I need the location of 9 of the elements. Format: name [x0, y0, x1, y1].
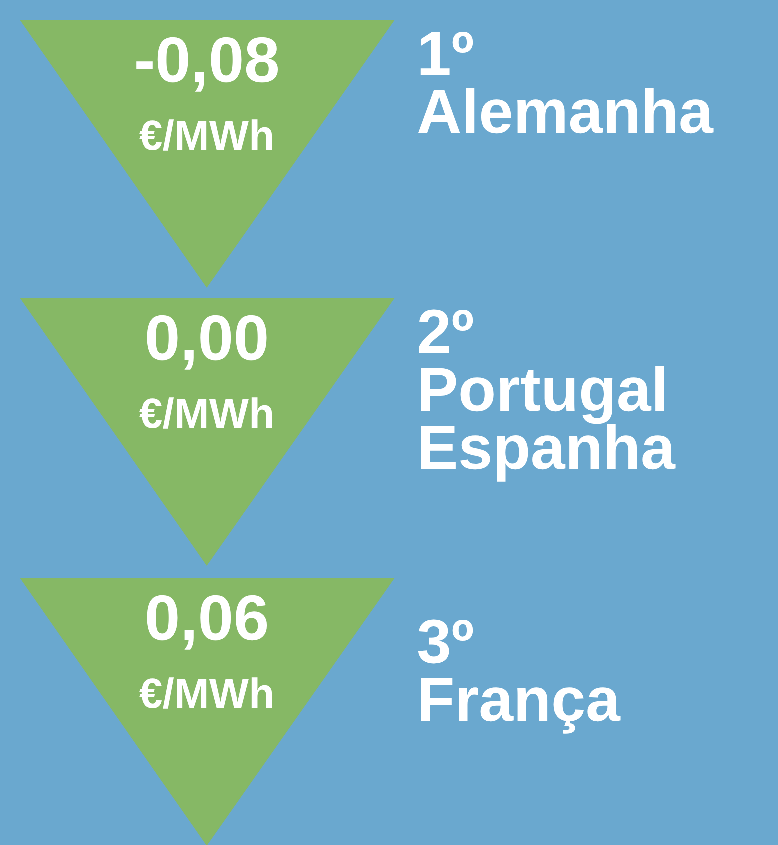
- text: €/MWh: [139, 670, 275, 717]
- data-label: -0,08: [134, 24, 280, 96]
- category-label: 3º França: [417, 608, 621, 735]
- data-label: 0,00: [144, 302, 270, 374]
- data-label: 0,06: [144, 582, 270, 654]
- category-label: 2º Portugal Espanha: [417, 298, 676, 483]
- text: €/MWh: [139, 390, 275, 437]
- category-label: 1º Alemanha: [417, 20, 714, 147]
- text: €/MWh: [139, 112, 275, 159]
